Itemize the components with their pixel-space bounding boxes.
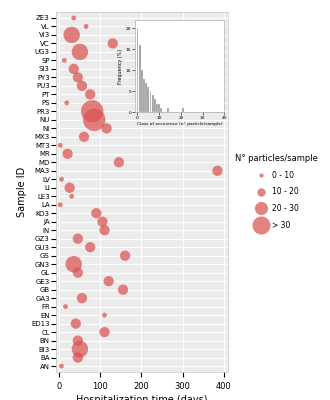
Point	[75, 236, 81, 242]
Point	[75, 354, 81, 361]
Point	[77, 346, 82, 352]
Point	[116, 159, 121, 166]
Point	[87, 244, 93, 250]
X-axis label: Class of occurence (n° particle/sample): Class of occurence (n° particle/sample)	[137, 122, 223, 126]
Point	[79, 83, 84, 89]
Point	[94, 210, 99, 216]
Point	[64, 100, 69, 106]
Bar	[149, 91, 151, 112]
Point	[73, 320, 79, 327]
Bar	[137, 28, 138, 112]
Bar	[148, 87, 149, 112]
Bar	[143, 78, 145, 112]
Bar	[141, 70, 143, 112]
Point	[57, 142, 63, 148]
Point	[71, 261, 76, 267]
Bar	[154, 100, 156, 112]
Point	[83, 23, 89, 30]
Point	[69, 193, 74, 200]
Point	[67, 184, 72, 191]
Point	[102, 329, 107, 335]
Bar	[182, 108, 184, 112]
Bar	[167, 108, 169, 112]
Point	[75, 270, 81, 276]
Bar	[152, 95, 153, 112]
Point	[87, 91, 93, 98]
Point	[102, 227, 107, 234]
Point	[100, 218, 105, 225]
Point	[102, 312, 107, 318]
Point	[59, 363, 64, 369]
Y-axis label: Frequency (%): Frequency (%)	[118, 48, 123, 84]
Point	[63, 304, 68, 310]
Bar	[158, 104, 160, 112]
Point	[120, 286, 126, 293]
Point	[104, 125, 109, 132]
Point	[82, 134, 87, 140]
Point	[106, 278, 111, 284]
Bar	[139, 45, 141, 112]
Point	[62, 57, 67, 64]
Point	[59, 176, 64, 182]
Point	[122, 252, 128, 259]
Point	[65, 150, 70, 157]
Point	[71, 66, 76, 72]
Point	[92, 117, 97, 123]
Point	[77, 49, 82, 55]
Bar	[156, 104, 158, 112]
Point	[57, 202, 63, 208]
Point	[71, 15, 76, 21]
Bar	[145, 83, 147, 112]
Point	[75, 337, 81, 344]
Legend: 0 - 10, 10 - 20, 20 - 30, > 30: 0 - 10, 10 - 20, 20 - 30, > 30	[235, 154, 318, 230]
Y-axis label: Sample ID: Sample ID	[17, 167, 27, 217]
Point	[89, 108, 95, 114]
Point	[79, 295, 84, 301]
Bar	[160, 108, 162, 112]
Point	[69, 32, 74, 38]
X-axis label: Hospitalization time (days): Hospitalization time (days)	[76, 395, 208, 400]
Point	[110, 40, 116, 47]
Point	[215, 168, 220, 174]
Point	[75, 74, 81, 80]
